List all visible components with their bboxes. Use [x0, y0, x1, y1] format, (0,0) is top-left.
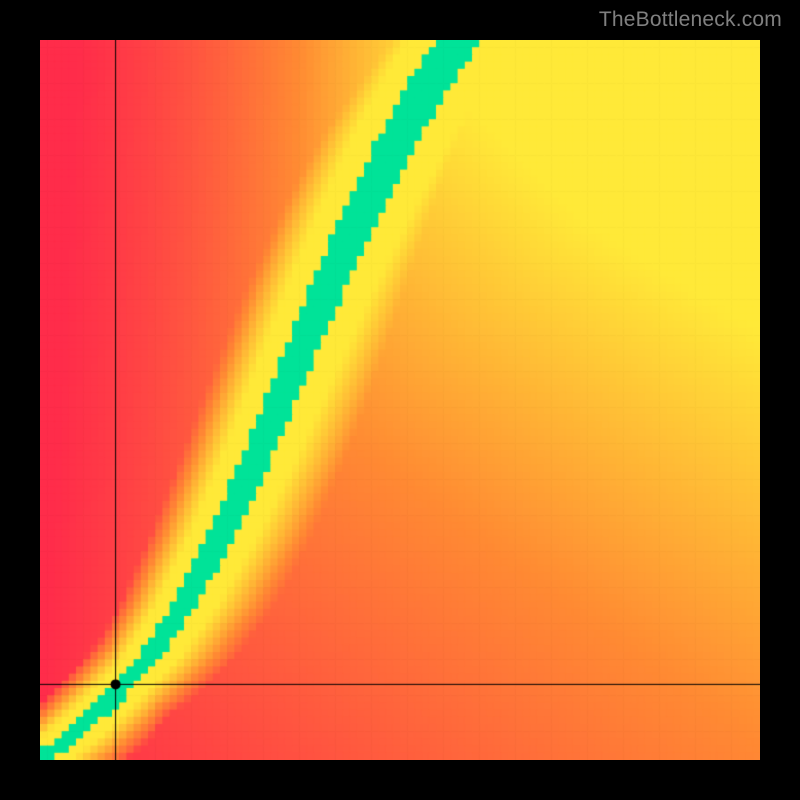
attribution-text: TheBottleneck.com	[599, 8, 782, 32]
bottleneck-heatmap	[40, 40, 760, 760]
